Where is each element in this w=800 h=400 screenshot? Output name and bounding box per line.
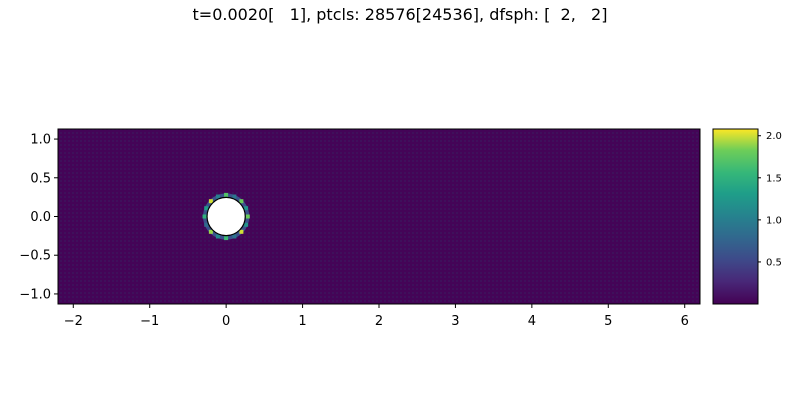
x-tick-label: −2 <box>64 314 83 329</box>
ring-particle <box>204 222 209 227</box>
ring-particle <box>215 234 220 239</box>
colorbar-tick-label: 0.5 <box>766 257 782 268</box>
y-tick-label: 1.0 <box>30 133 51 148</box>
heatmap-field <box>58 129 700 304</box>
y-tick-label: 0.0 <box>30 210 51 225</box>
ring-particle <box>204 206 209 211</box>
y-axis: 1.0 0.5 0.0 −0.5 −1.0 <box>19 133 58 302</box>
x-tick-label: −1 <box>140 314 159 329</box>
ring-particle <box>232 194 237 199</box>
ring-particle <box>245 214 250 219</box>
x-tick-label: 1 <box>298 314 306 329</box>
x-tick-label: 2 <box>375 314 383 329</box>
y-tick-label: −1.0 <box>19 287 51 302</box>
colorbar-axis: 2.0 1.5 1.0 0.5 <box>758 131 782 268</box>
obstacle-circle <box>206 196 246 237</box>
ring-particle <box>202 214 207 219</box>
ring-particle <box>232 234 237 239</box>
colorbar-tick-label: 2.0 <box>766 131 782 142</box>
colorbar-tick-label: 1.5 <box>766 173 782 184</box>
y-tick-label: −0.5 <box>19 249 51 264</box>
x-tick-label: 0 <box>222 314 230 329</box>
field-particles <box>58 129 700 304</box>
ring-particle <box>215 194 220 199</box>
x-tick-label: 6 <box>681 314 689 329</box>
ring-particle <box>208 199 213 204</box>
x-axis: −2 −1 0 1 2 3 4 5 6 <box>64 304 689 329</box>
ring-particle <box>239 199 244 204</box>
x-tick-label: 5 <box>604 314 612 329</box>
y-tick-label: 0.5 <box>30 171 51 186</box>
x-tick-label: 4 <box>528 314 536 329</box>
colorbar <box>712 128 759 305</box>
ring-particle <box>239 229 244 234</box>
chart-title: t=0.0020[ 1], ptcls: 28576[24536], dfsph… <box>192 5 608 24</box>
ring-particle <box>224 192 229 197</box>
ring-particle <box>244 222 249 227</box>
ring-particle <box>224 236 229 241</box>
ring-particle <box>244 206 249 211</box>
ring-particle <box>208 229 213 234</box>
colorbar-tick-label: 1.0 <box>766 215 782 226</box>
x-tick-label: 3 <box>451 314 459 329</box>
